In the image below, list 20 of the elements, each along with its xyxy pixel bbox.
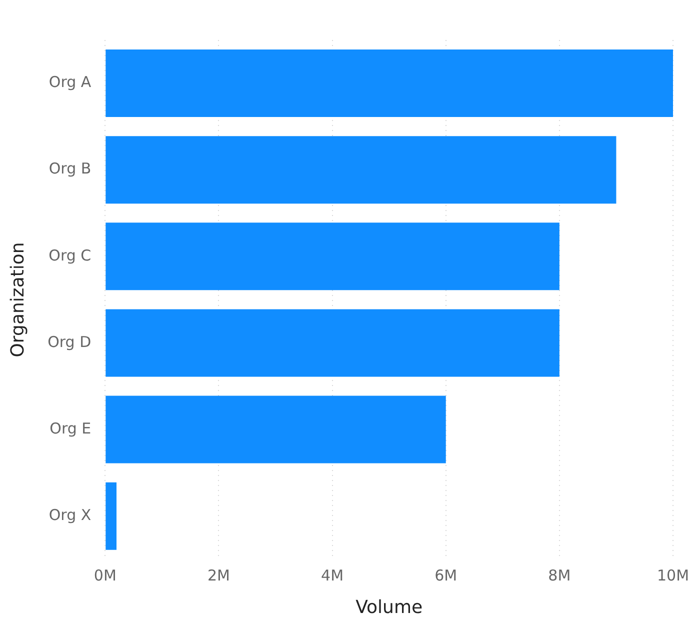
x-axis-title: Volume: [356, 596, 423, 618]
y-axis-title: Organization: [7, 242, 28, 358]
x-tick-label: 6M: [434, 566, 458, 584]
bar: [106, 309, 560, 377]
x-tick-label: 10M: [656, 566, 690, 584]
bar: [106, 136, 616, 204]
y-tick-label: Org E: [50, 419, 92, 438]
bar: [106, 222, 560, 290]
y-tick-label: Org X: [48, 506, 92, 524]
x-tick-label: 4M: [321, 566, 344, 584]
x-tick-label: 8M: [548, 566, 571, 584]
y-tick-label: Org C: [48, 246, 92, 264]
bar: [106, 50, 673, 118]
y-tick-label: Org B: [48, 160, 92, 178]
bar: [106, 482, 117, 550]
y-tick-label: Org A: [48, 73, 92, 92]
x-tick-label: 0M: [94, 566, 116, 584]
y-tick-label: Org D: [48, 332, 92, 351]
bar: [106, 396, 446, 464]
x-tick-label: 2M: [207, 566, 230, 584]
